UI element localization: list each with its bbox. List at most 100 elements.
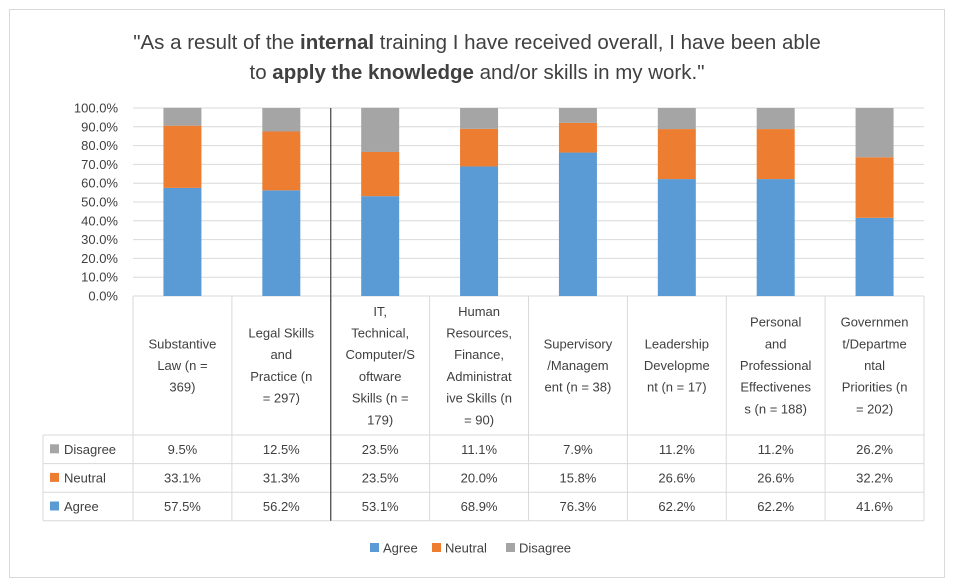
data-cell: 7.9% xyxy=(563,442,593,457)
category-label: = 297) xyxy=(263,391,300,406)
bar-agree-2 xyxy=(361,196,400,296)
category-label: Administrat xyxy=(447,369,512,384)
bar-neutral-2 xyxy=(361,151,400,197)
data-cell: 15.8% xyxy=(560,470,597,485)
category-label: nt (n = 17) xyxy=(647,380,707,395)
data-cell: 62.2% xyxy=(757,499,794,514)
table-row-label: Agree xyxy=(64,499,99,514)
category-label: 179) xyxy=(367,412,393,427)
bar-agree-4 xyxy=(558,152,597,296)
data-cell: 26.6% xyxy=(757,470,794,485)
legend-label: Disagree xyxy=(519,541,571,556)
y-tick-label: 10.0% xyxy=(81,270,118,285)
legend-label: Agree xyxy=(383,541,418,556)
category-label: Professional xyxy=(740,358,812,373)
category-label: Substantive xyxy=(148,336,216,351)
legend-key-disagree xyxy=(506,543,515,552)
data-cell: 26.2% xyxy=(856,442,893,457)
data-cell: 11.1% xyxy=(461,442,497,457)
category-label: 369) xyxy=(169,380,195,395)
table-key-agree xyxy=(50,501,59,511)
table-key-neutral xyxy=(50,472,59,482)
category-label: oftware xyxy=(359,369,402,384)
data-cell: 57.5% xyxy=(164,499,201,514)
data-cell: 31.3% xyxy=(263,470,300,485)
category-label: ntal xyxy=(864,358,885,373)
category-label: IT, xyxy=(373,304,387,319)
bar-neutral-7 xyxy=(855,157,894,218)
category-label: Personal xyxy=(750,315,801,330)
legend-label: Neutral xyxy=(445,541,487,556)
title-part-2: training I have received overall, I have… xyxy=(374,31,821,54)
data-cell: 9.5% xyxy=(168,442,198,457)
title-part-1: internal xyxy=(300,31,375,54)
legend-key-neutral xyxy=(432,543,441,552)
data-cell: 20.0% xyxy=(461,470,498,485)
data-cell: 62.2% xyxy=(658,499,695,514)
category-label: t/Departme xyxy=(842,336,906,351)
data-cell: 41.6% xyxy=(856,499,893,514)
category-label: and xyxy=(270,347,292,362)
category-label: Law (n = xyxy=(157,358,207,373)
data-cell: 33.1% xyxy=(164,470,201,485)
data-cell: 23.5% xyxy=(362,470,399,485)
bar-neutral-0 xyxy=(163,125,202,188)
bar-disagree-1 xyxy=(262,108,301,132)
y-tick-label: 100.0% xyxy=(74,101,119,116)
data-cell: 32.2% xyxy=(856,470,893,485)
y-tick-label: 20.0% xyxy=(81,251,118,266)
category-label: = 90) xyxy=(464,412,494,427)
table-row-label: Neutral xyxy=(64,470,106,485)
category-label: Finance, xyxy=(454,347,504,362)
category-label: /Managem xyxy=(547,358,608,373)
y-tick-label: 70.0% xyxy=(81,157,118,172)
bar-disagree-3 xyxy=(460,108,499,129)
chart-title: "As a result of the internal training I … xyxy=(0,28,954,88)
bar-neutral-6 xyxy=(756,129,795,180)
bar-disagree-7 xyxy=(855,108,894,158)
data-cell: 11.2% xyxy=(659,442,695,457)
category-label: Human xyxy=(458,304,500,319)
data-cell: 68.9% xyxy=(461,499,498,514)
category-label: = 202) xyxy=(856,401,893,416)
category-label: Computer/S xyxy=(346,347,416,362)
bar-agree-3 xyxy=(460,166,499,296)
y-tick-label: 40.0% xyxy=(81,213,118,228)
category-label: ive Skills (n xyxy=(446,391,512,406)
bar-disagree-5 xyxy=(657,108,696,130)
bar-agree-5 xyxy=(657,179,696,296)
y-tick-label: 80.0% xyxy=(81,138,118,153)
y-tick-label: 90.0% xyxy=(81,119,118,134)
y-tick-label: 0.0% xyxy=(88,289,118,304)
bar-agree-0 xyxy=(163,187,202,296)
bar-neutral-5 xyxy=(657,129,696,180)
data-cell: 12.5% xyxy=(263,442,300,457)
category-label: Technical, xyxy=(351,325,409,340)
y-tick-label: 50.0% xyxy=(81,195,118,210)
bar-agree-7 xyxy=(855,217,894,296)
category-label: Resources, xyxy=(446,325,512,340)
title-part-0: "As a result of the xyxy=(133,31,301,54)
data-cell: 76.3% xyxy=(560,499,597,514)
bar-agree-6 xyxy=(756,179,795,296)
category-label: Leadership xyxy=(645,336,709,351)
bar-disagree-0 xyxy=(163,107,202,126)
category-label: Legal Skills xyxy=(248,325,314,340)
bar-disagree-6 xyxy=(756,108,795,130)
category-label: Practice (n xyxy=(250,369,312,384)
bar-agree-1 xyxy=(262,190,301,296)
data-cell: 56.2% xyxy=(263,499,300,514)
bar-disagree-4 xyxy=(558,108,597,123)
bar-neutral-3 xyxy=(460,128,499,167)
category-label: and xyxy=(765,336,787,351)
table-row-label: Disagree xyxy=(64,442,116,457)
table-key-disagree xyxy=(50,444,59,454)
data-cell: 26.6% xyxy=(658,470,695,485)
title-part-6: and/or skills in my work." xyxy=(473,61,705,84)
category-label: Skills (n = xyxy=(352,391,409,406)
title-part-4: to xyxy=(249,61,273,84)
title-part-5: apply the knowledge xyxy=(272,61,474,84)
bar-neutral-4 xyxy=(558,122,597,153)
category-label: Governmen xyxy=(841,315,909,330)
